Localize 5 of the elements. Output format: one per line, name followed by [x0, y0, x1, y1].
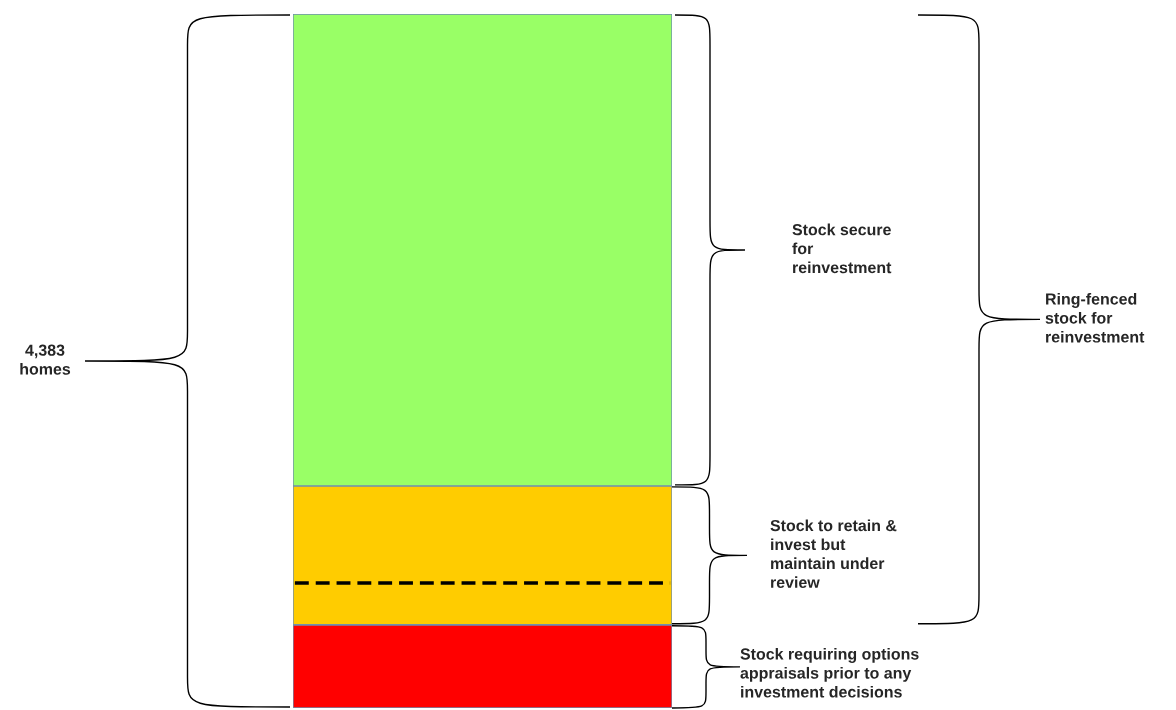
text: Stock secure for reinvestment: [792, 223, 892, 274]
text: Ring-fenced stock for reinvestment: [1045, 292, 1145, 343]
text: 4,383 homes: [20, 344, 71, 375]
text: Stock to retain & invest but maintain under review: [770, 519, 897, 589]
text: Stock requiring options appraisals prior to any investment decisions: [740, 647, 919, 698]
